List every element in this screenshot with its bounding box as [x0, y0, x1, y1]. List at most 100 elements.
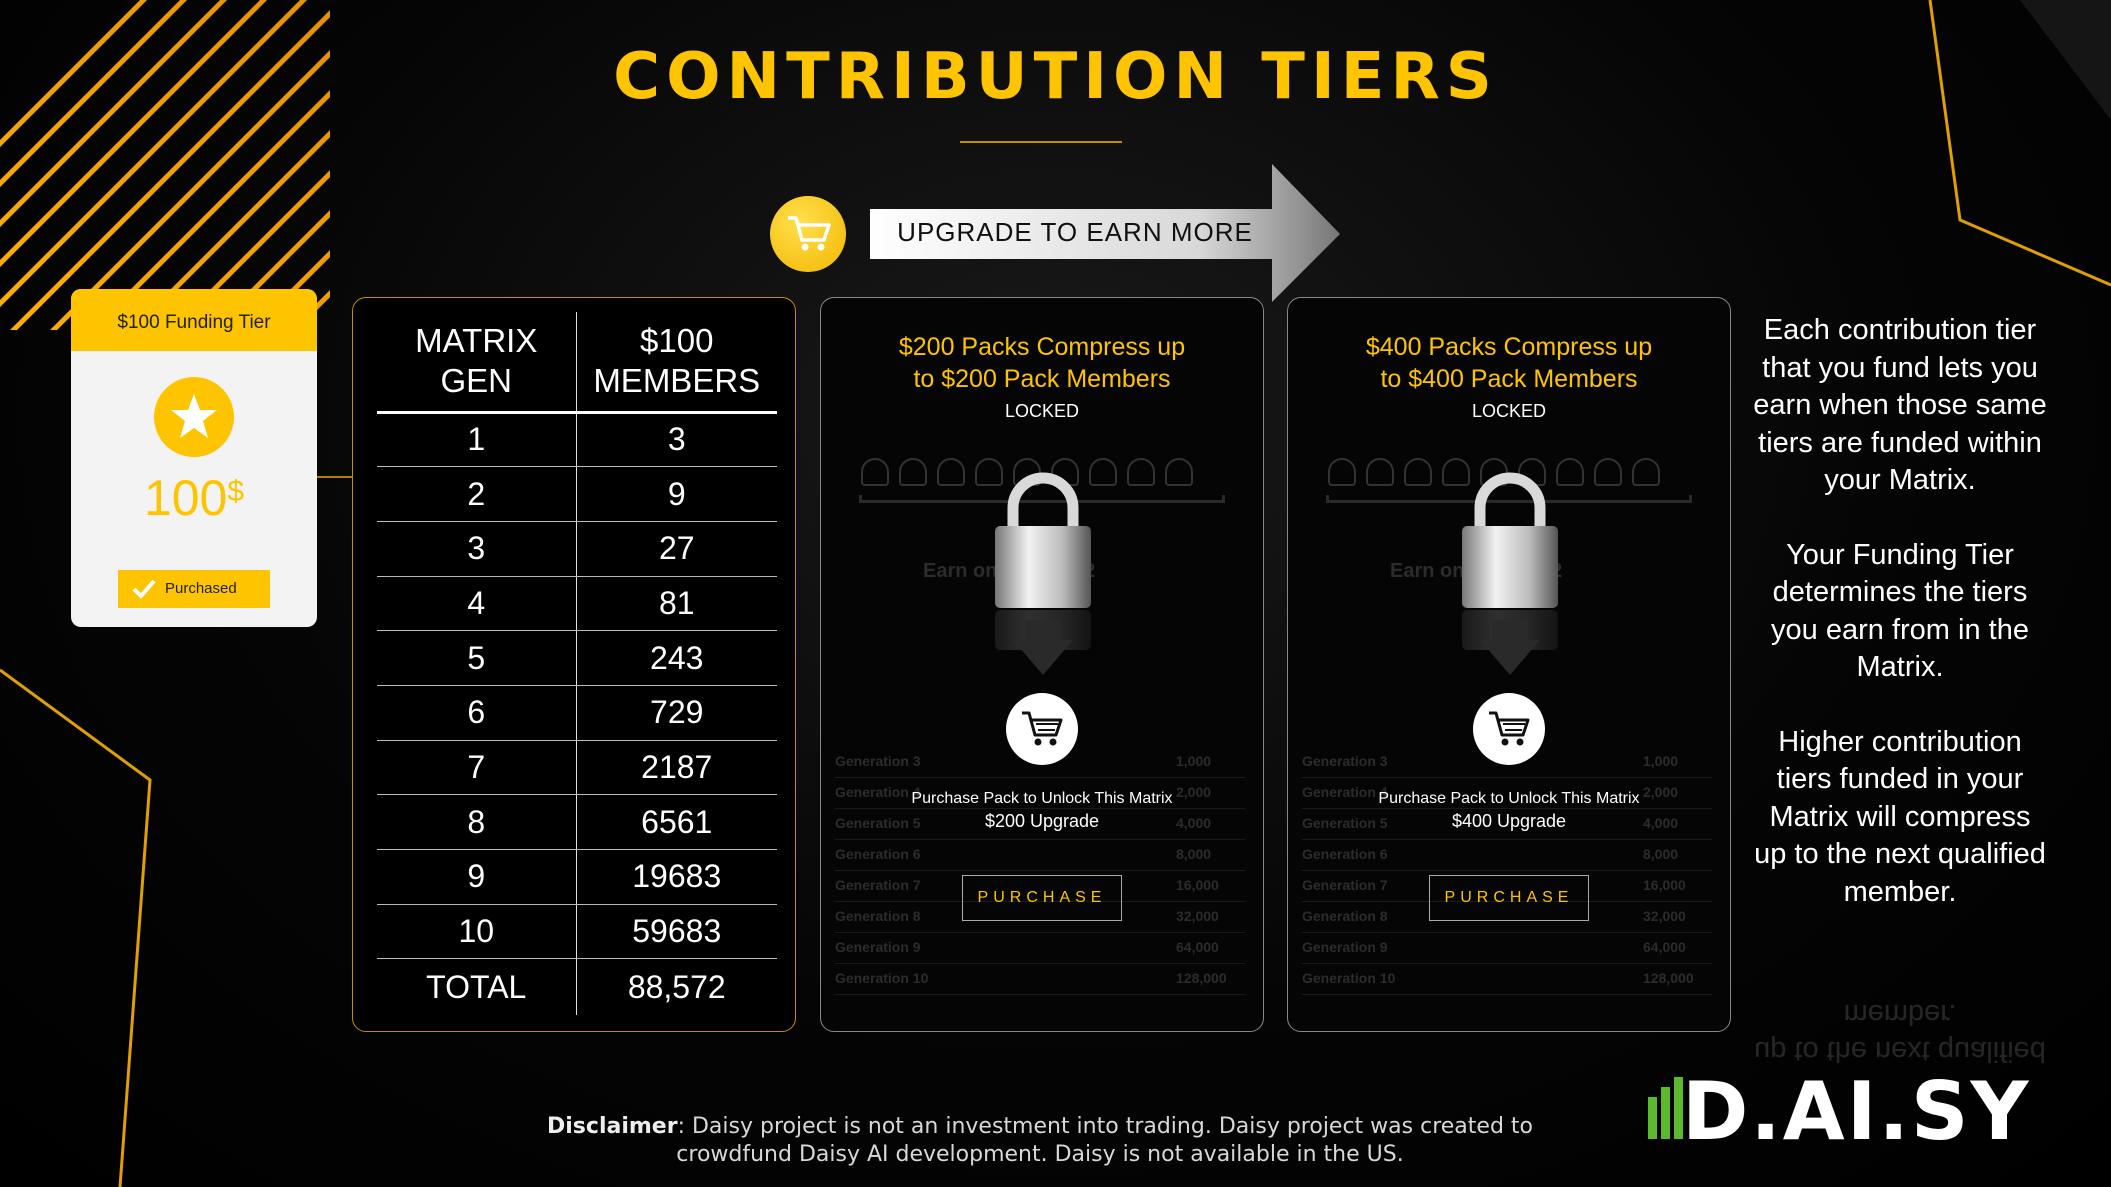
- gen-cell: 9: [377, 849, 577, 905]
- background-value: 8,000: [1176, 846, 1212, 862]
- locked-tier-card-200: Earn on Gen 1 & 2Generation 31,000Genera…: [820, 297, 1264, 1032]
- daisy-logo: D.AI.SY: [1648, 1067, 2028, 1147]
- gen-cell: 3: [377, 521, 577, 577]
- cart-icon: [1006, 693, 1078, 765]
- background-value: 4,000: [1176, 815, 1212, 831]
- table-row: 10 59683: [377, 904, 777, 960]
- funding-tier-card: $100 Funding Tier 100$ Purchased: [71, 289, 317, 627]
- background-generation-label: Generation 9: [835, 939, 921, 955]
- background-value: 32,000: [1176, 908, 1219, 924]
- background-generation-label: Generation 7: [835, 877, 921, 893]
- background-value: 16,000: [1176, 877, 1219, 893]
- column-header-gen: MATRIX GEN: [377, 312, 577, 414]
- locked-label: LOCKED: [1471, 401, 1547, 421]
- column-header-members: $100 MEMBERS: [576, 312, 777, 414]
- side-explanation: Each contribution tier that you fund let…: [1750, 312, 2050, 948]
- background-generation-label: Generation 8: [835, 908, 921, 924]
- table-row: 7 2187: [377, 740, 777, 796]
- gen-cell: 10: [377, 904, 577, 960]
- side-paragraph-1: Each contribution tier that you fund let…: [1753, 314, 2047, 496]
- members-cell: 81: [576, 576, 777, 632]
- upgrade-banner: UPGRADE TO EARN MORE: [770, 162, 1340, 302]
- background-generation-label: Generation 3: [835, 753, 921, 769]
- total-label: TOTAL: [377, 958, 577, 1015]
- members-cell: 59683: [576, 904, 777, 960]
- background-value: 128,000: [1176, 970, 1227, 986]
- star-icon: [154, 377, 234, 457]
- background-value: 4,000: [1643, 815, 1679, 831]
- background-generation-label: Generation 5: [1302, 815, 1388, 831]
- background-value: 8,000: [1643, 846, 1679, 862]
- unlock-text: Purchase Pack to Unlock This Matrix $400 …: [1378, 790, 1640, 831]
- matrix-table: MATRIX GEN $100 MEMBERS 1 3 2 9 3 27 4 81 5 243 6 7…: [377, 312, 777, 1015]
- padlock-icon: [1458, 470, 1562, 695]
- background-value: 1,000: [1176, 753, 1212, 769]
- background-generation-label: Generation 3: [1302, 753, 1388, 769]
- gold-line-decoration-left: [0, 668, 152, 1187]
- gen-cell: 2: [377, 466, 577, 522]
- background-value: 2,000: [1643, 784, 1679, 800]
- background-generation-label: Generation 9: [1302, 939, 1388, 955]
- arrow-icon: [870, 164, 1340, 302]
- tier-title: $400 Packs Compress up to $400 Pack Membe…: [1365, 333, 1653, 393]
- people-icons: [1328, 458, 1688, 498]
- background-value: 16,000: [1643, 877, 1686, 893]
- disclaimer: Disclaimer: Daisy project is not an inve…: [547, 1114, 1533, 1167]
- locked-tier-card-400: Earn on Gen 1 & 2Generation 31,000Genera…: [1287, 297, 1731, 1032]
- side-paragraph-2: Your Funding Tier determines the tiers y…: [1771, 538, 2029, 684]
- side-paragraph-3: Higher contribution tiers funded in your…: [1754, 725, 2046, 908]
- table-row: 8 6561: [377, 794, 777, 850]
- purchase-button[interactable]: PURCHASE: [1429, 875, 1589, 921]
- background-generation-label: Generation 4: [1302, 784, 1388, 800]
- background-value: 64,000: [1176, 939, 1219, 955]
- background-generation-label: Generation 5: [835, 815, 921, 831]
- members-cell: 19683: [576, 849, 777, 905]
- background-generation-label: Generation 6: [835, 846, 921, 862]
- upgrade-label: UPGRADE TO EARN MORE: [897, 217, 1253, 247]
- background-value: 1,000: [1643, 753, 1679, 769]
- table-row: 9 19683: [377, 849, 777, 905]
- unlock-text: Purchase Pack to Unlock This Matrix $200 …: [911, 790, 1173, 831]
- gold-line-decoration-right: [1928, 0, 2111, 287]
- background-generation-label: Generation 10: [835, 970, 929, 986]
- title-divider: [960, 141, 1122, 143]
- purchased-badge: Purchased: [118, 570, 270, 608]
- people-icons: [861, 458, 1221, 498]
- background-generation-label: Generation 6: [1302, 846, 1388, 862]
- purchase-button[interactable]: PURCHASE: [962, 875, 1122, 921]
- tier-title: $200 Packs Compress up to $200 Pack Membe…: [898, 333, 1186, 393]
- gen-cell: 4: [377, 576, 577, 632]
- gen-cell: 6: [377, 685, 577, 741]
- table-row: 3 27: [377, 521, 777, 577]
- members-cell: 729: [576, 685, 777, 741]
- members-cell: 27: [576, 521, 777, 577]
- members-cell: 243: [576, 630, 777, 686]
- background-value: 64,000: [1643, 939, 1686, 955]
- matrix-table-card: MATRIX GEN $100 MEMBERS 1 3 2 9 3 27 4 81 5 243 6 7…: [352, 297, 796, 1032]
- gen-cell: 7: [377, 740, 577, 796]
- gen-cell: 1: [377, 412, 577, 468]
- total-row: TOTAL 88,572: [377, 958, 777, 1015]
- members-cell: 6561: [576, 794, 777, 850]
- table-row: 5 243: [377, 630, 777, 686]
- table-row: 4 81: [377, 576, 777, 632]
- funding-tier-title: $100 Funding Tier: [71, 289, 317, 351]
- page-title: CONTRIBUTION TIERS: [613, 40, 1498, 114]
- members-cell: 9: [576, 466, 777, 522]
- connector-line: [317, 476, 352, 478]
- cart-icon: [770, 196, 846, 272]
- padlock-icon: [991, 470, 1095, 695]
- background-generation-label: Generation 4: [835, 784, 921, 800]
- members-cell: 2187: [576, 740, 777, 796]
- check-icon: [132, 579, 156, 599]
- gen-cell: 8: [377, 794, 577, 850]
- locked-label: LOCKED: [1004, 401, 1080, 421]
- gen-cell: 5: [377, 630, 577, 686]
- members-cell: 3: [576, 412, 777, 468]
- background-generation-label: Generation 10: [1302, 970, 1396, 986]
- background-value: 128,000: [1643, 970, 1694, 986]
- table-row: 6 729: [377, 685, 777, 741]
- background-generation-label: Generation 8: [1302, 908, 1388, 924]
- side-text-reflection: up to the next qualified member.: [1754, 998, 2046, 1067]
